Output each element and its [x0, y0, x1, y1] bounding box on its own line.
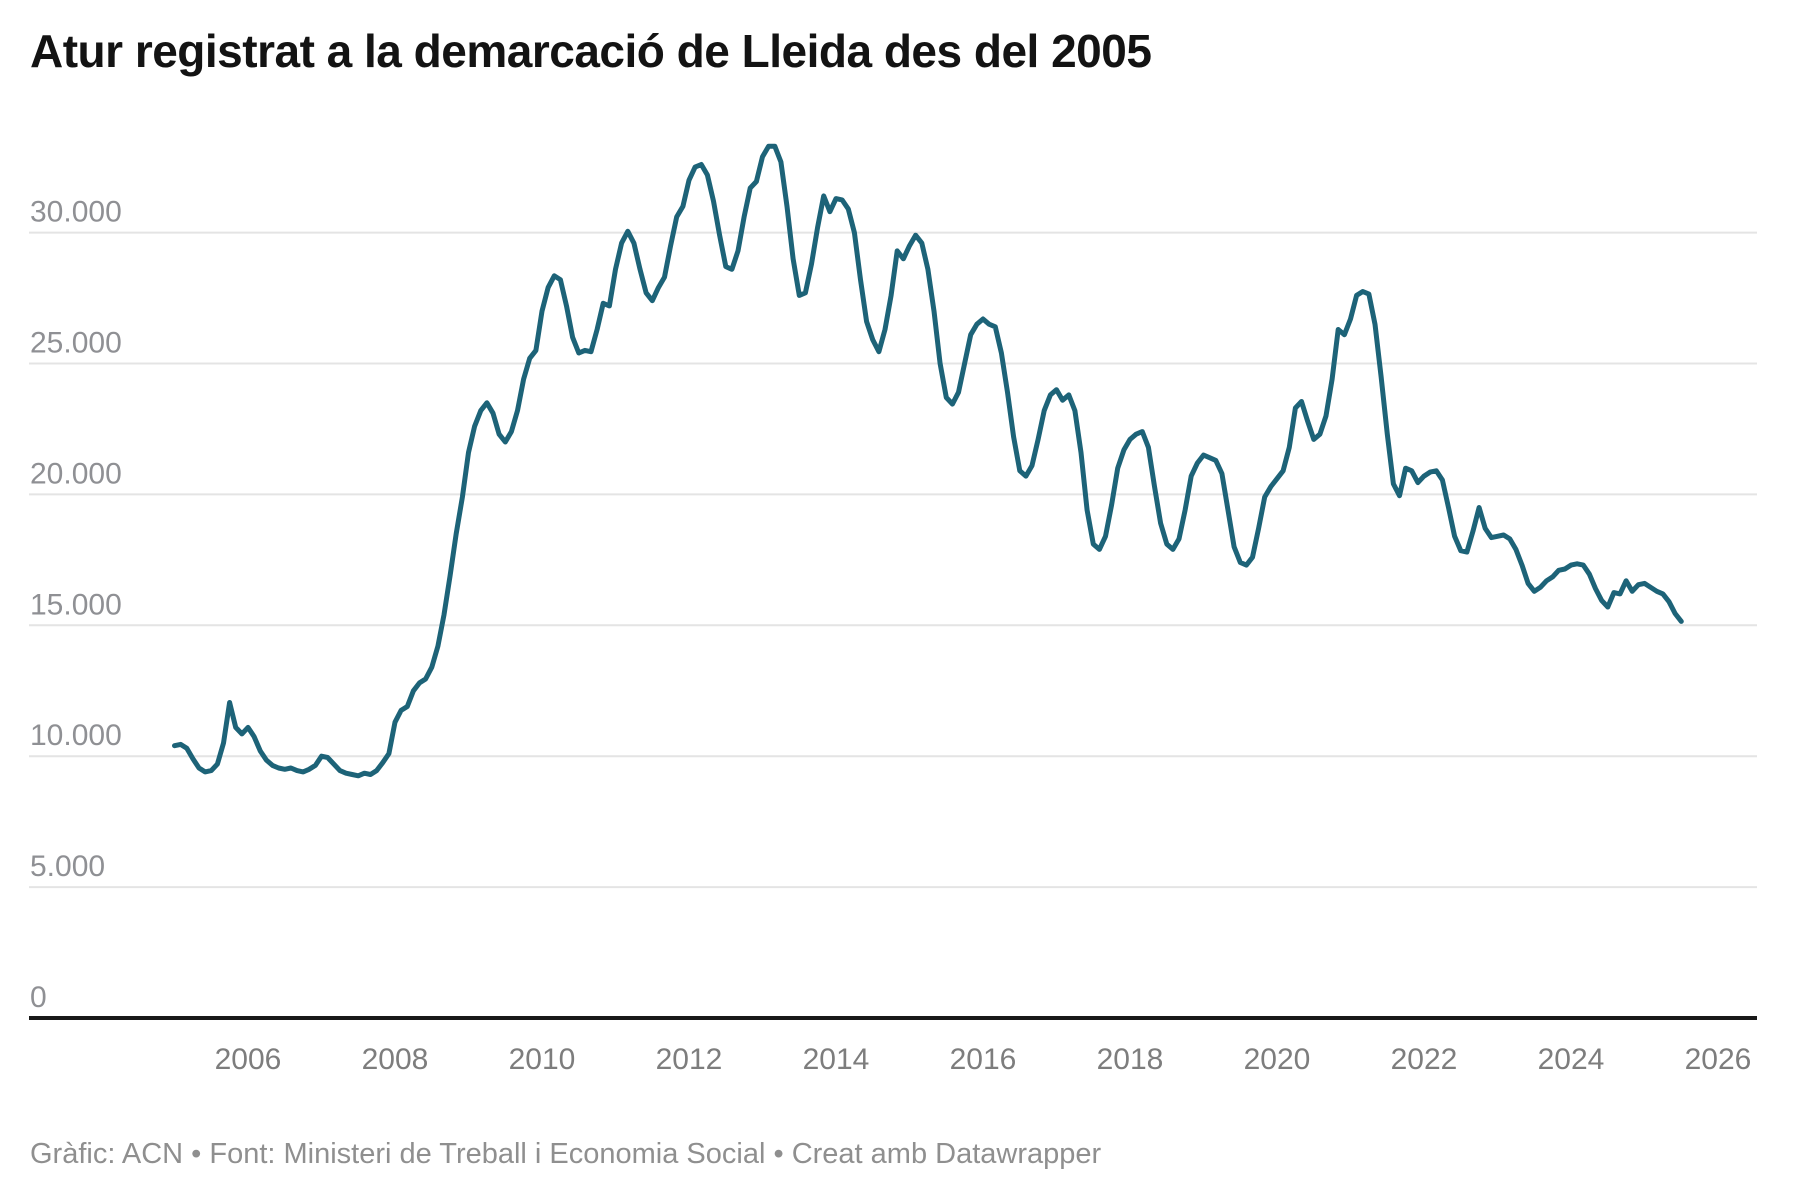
- x-tick-label: 2014: [803, 1043, 870, 1076]
- x-tick-label: 2008: [362, 1043, 429, 1076]
- x-tick-label: 2010: [509, 1043, 576, 1076]
- y-tick-label: 0: [30, 981, 47, 1014]
- unemployment-series-line: [172, 143, 1684, 779]
- x-tick-label: 2016: [950, 1043, 1017, 1076]
- x-tick-label: 2018: [1097, 1043, 1164, 1076]
- y-tick-label: 20.000: [30, 457, 122, 490]
- y-tick-label: 10.000: [30, 719, 122, 752]
- x-tick-label: 2012: [656, 1043, 723, 1076]
- y-tick-label: 15.000: [30, 588, 122, 621]
- x-tick-label: 2024: [1538, 1043, 1605, 1076]
- y-tick-label: 25.000: [30, 327, 122, 360]
- x-tick-label: 2026: [1685, 1043, 1752, 1076]
- y-tick-label: 30.000: [30, 196, 122, 229]
- y-tick-label: 5.000: [30, 850, 105, 883]
- chart-footer: Gràfic: ACN • Font: Ministeri de Treball…: [30, 1138, 1102, 1170]
- x-tick-label: 2006: [215, 1043, 282, 1076]
- x-tick-label: 2022: [1391, 1043, 1458, 1076]
- chart-title: Atur registrat a la demarcació de Lleida…: [30, 25, 1152, 77]
- x-tick-label: 2020: [1244, 1043, 1311, 1076]
